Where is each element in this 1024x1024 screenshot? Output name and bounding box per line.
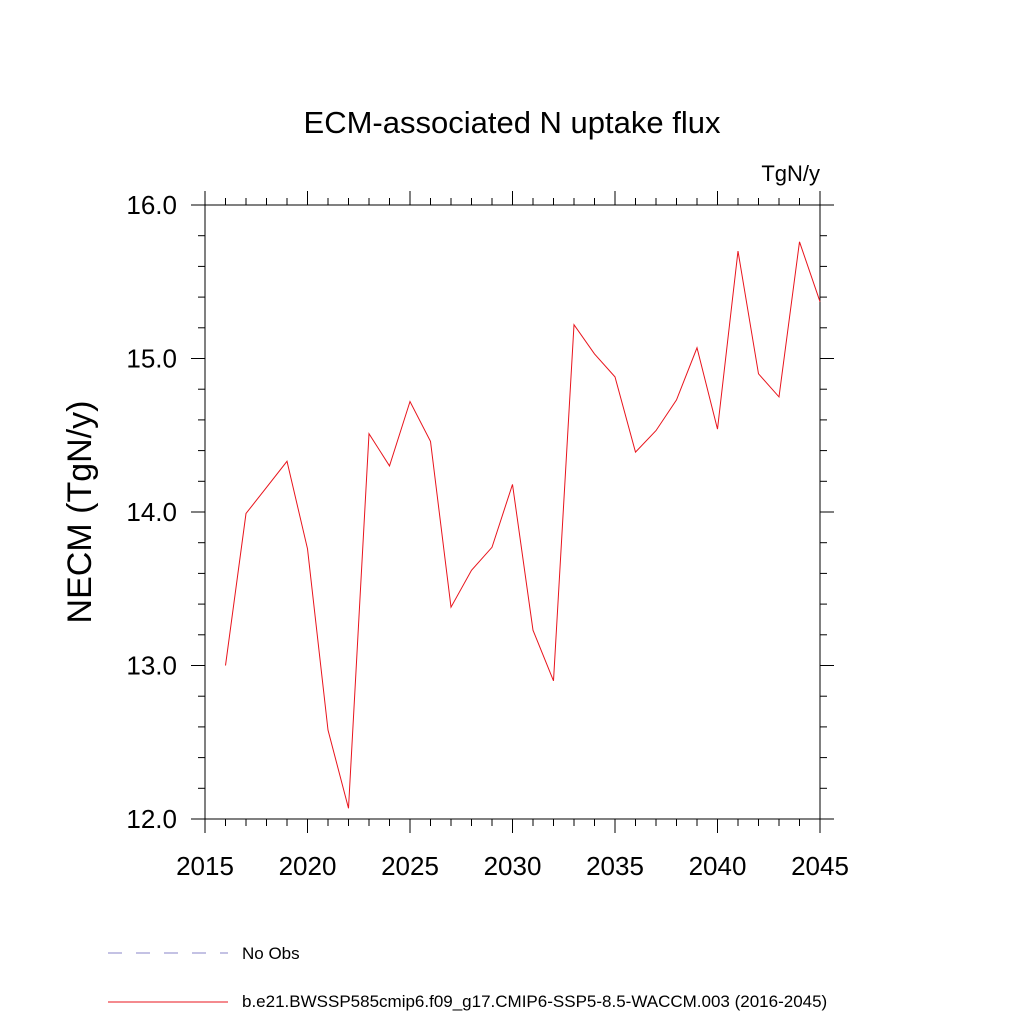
legend-label-no-obs: No Obs [242, 944, 300, 963]
legend: No Obs b.e21.BWSSP585cmip6.f09_g17.CMIP6… [108, 944, 827, 1011]
x-tick-label: 2030 [484, 851, 542, 881]
y-tick-label: 13.0 [126, 651, 177, 681]
y-tick-label: 15.0 [126, 344, 177, 374]
x-tick-label: 2035 [586, 851, 644, 881]
x-tick-label: 2040 [689, 851, 747, 881]
chart-title: ECM-associated N uptake flux [304, 105, 721, 140]
y-axis-ticks [191, 204, 834, 820]
units-label: TgN/y [761, 161, 820, 186]
x-tick-label: 2015 [176, 851, 234, 881]
y-axis-tick-labels: 12.0 13.0 14.0 15.0 16.0 [126, 190, 177, 834]
x-tick-label: 2020 [279, 851, 337, 881]
plot-frame [204, 204, 821, 820]
legend-label-model: b.e21.BWSSP585cmip6.f09_g17.CMIP6-SSP5-8… [242, 992, 827, 1011]
y-tick-label: 12.0 [126, 804, 177, 834]
x-axis-tick-labels: 2015 2020 2025 2030 2035 2040 2045 [176, 851, 849, 881]
x-tick-label: 2045 [791, 851, 849, 881]
series-group [225, 241, 821, 809]
x-axis-ticks [204, 191, 821, 833]
x-tick-label: 2025 [381, 851, 439, 881]
y-tick-label: 16.0 [126, 190, 177, 220]
series-line [225, 241, 821, 809]
y-tick-label: 14.0 [126, 497, 177, 527]
y-axis-label: NECM (TgN/y) [61, 401, 99, 624]
